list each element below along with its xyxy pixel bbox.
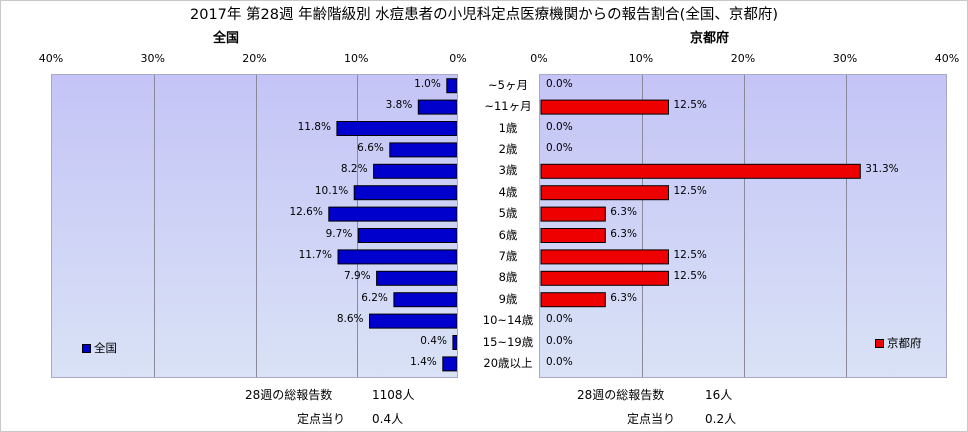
national-bar [373,163,457,179]
national-bar [417,99,457,115]
legend-label-kyoto: 京都府 [887,336,922,350]
kyoto-bar [540,292,606,308]
category-label: 8歳 [498,270,518,285]
kyoto-data-label: 12.5% [673,99,707,112]
category-label: 9歳 [498,291,518,306]
category-label: 3歳 [498,163,518,178]
kyoto-bar [540,163,861,179]
national-total-value: 1108人 [372,388,415,402]
kyoto-data-label: 31.3% [865,163,899,176]
kyoto-bar [540,228,606,243]
kyoto-data-label: 0.0% [546,355,573,368]
national-per-label: 定点当り [297,412,346,426]
kyoto-bar [540,249,669,265]
national-data-label: 1.4% [410,355,437,368]
right-tick-label: 0% [530,52,548,65]
right-tick-label: 20% [730,52,756,65]
kyoto-bar [540,99,669,115]
category-label: 7歳 [498,248,518,263]
national-data-label: 12.6% [289,206,323,219]
national-data-label: 6.2% [361,291,388,304]
left-bars-svg [154,75,457,377]
national-bar [353,185,457,201]
category-label: 6歳 [498,227,518,242]
national-data-label: 1.0% [414,77,441,90]
national-data-label: 6.6% [357,141,384,154]
kyoto-bar [540,185,669,201]
kyoto-data-label: 6.3% [610,291,637,304]
kyoto-total-label: 28週の総報告数 [577,388,665,402]
national-bar [393,292,457,308]
kyoto-data-label: 12.5% [673,270,707,283]
category-label: ~11ヶ月 [484,99,532,114]
category-label: 15~19歳 [482,334,534,349]
kyoto-data-label: 0.0% [546,77,573,90]
legend-label-national: 全国 [94,341,117,355]
national-data-label: 7.9% [343,270,371,283]
kyoto-per-value: 0.2人 [705,412,737,426]
left-tick-label: 30% [140,52,165,65]
left-tick-label: 10% [344,52,369,65]
legend-swatch-national [82,343,91,353]
kyoto-bar [540,270,669,286]
kyoto-data-label: 0.0% [546,334,573,347]
left-tick-label: 40% [38,52,64,65]
national-data-label: 10.1% [314,184,349,197]
national-data-label: 8.2% [340,163,368,176]
national-bar [452,335,457,350]
kyoto-bar [540,206,606,222]
national-data-label: 11.8% [297,120,331,133]
right-bars-svg [540,75,861,377]
left-tick-label: 20% [242,52,267,65]
national-data-label: 11.7% [298,248,332,261]
category-label: ~5ヶ月 [488,77,528,92]
legend-national: 全国 [82,340,117,356]
category-label: 4歳 [498,184,518,199]
right-tick-label: 10% [628,52,654,65]
national-bar [369,313,457,329]
national-per-value: 0.4人 [372,412,404,426]
chart-title: 2017年 第28週 年齢階級別 水痘患者の小児科定点医療機関からの報告割合(全… [190,7,778,23]
national-bar [357,228,457,243]
kyoto-per-label: 定点当り [627,412,676,426]
kyoto-data-label: 6.3% [610,206,637,219]
national-data-label: 9.7% [325,227,353,240]
left-subtitle: 全国 [213,31,240,46]
national-bar [337,249,457,265]
right-tick-label: 40% [934,52,960,65]
kyoto-data-label: 0.0% [546,120,573,133]
national-bar [336,121,457,136]
left-tick-label: 0% [449,52,467,65]
national-data-label: 0.4% [420,334,447,347]
kyoto-total-value: 16人 [705,388,733,402]
national-total-label: 28週の総報告数 [245,388,333,402]
national-bar [376,270,457,286]
category-label: 2歳 [498,141,518,156]
category-label: 20歳以上 [483,355,533,370]
kyoto-data-label: 6.3% [610,227,637,240]
kyoto-data-label: 12.5% [673,184,707,197]
national-data-label: 8.6% [336,313,364,326]
national-bar [446,78,457,94]
national-bar [442,356,457,372]
kyoto-data-label: 0.0% [546,141,573,154]
right-tick-label: 30% [832,52,858,65]
national-bar [389,142,457,158]
legend-swatch-kyoto [875,338,884,348]
right-subtitle: 京都府 [690,31,730,46]
category-label: 10~14歳 [482,313,534,328]
kyoto-data-label: 12.5% [673,248,707,261]
left-plot-area [51,74,458,378]
right-plot-area [539,74,947,378]
category-label: 5歳 [498,206,518,221]
legend-kyoto: 京都府 [875,335,922,351]
national-data-label: 3.8% [385,99,413,112]
category-label: 1歳 [498,120,518,135]
kyoto-data-label: 0.0% [546,313,573,326]
national-bar [328,206,457,222]
